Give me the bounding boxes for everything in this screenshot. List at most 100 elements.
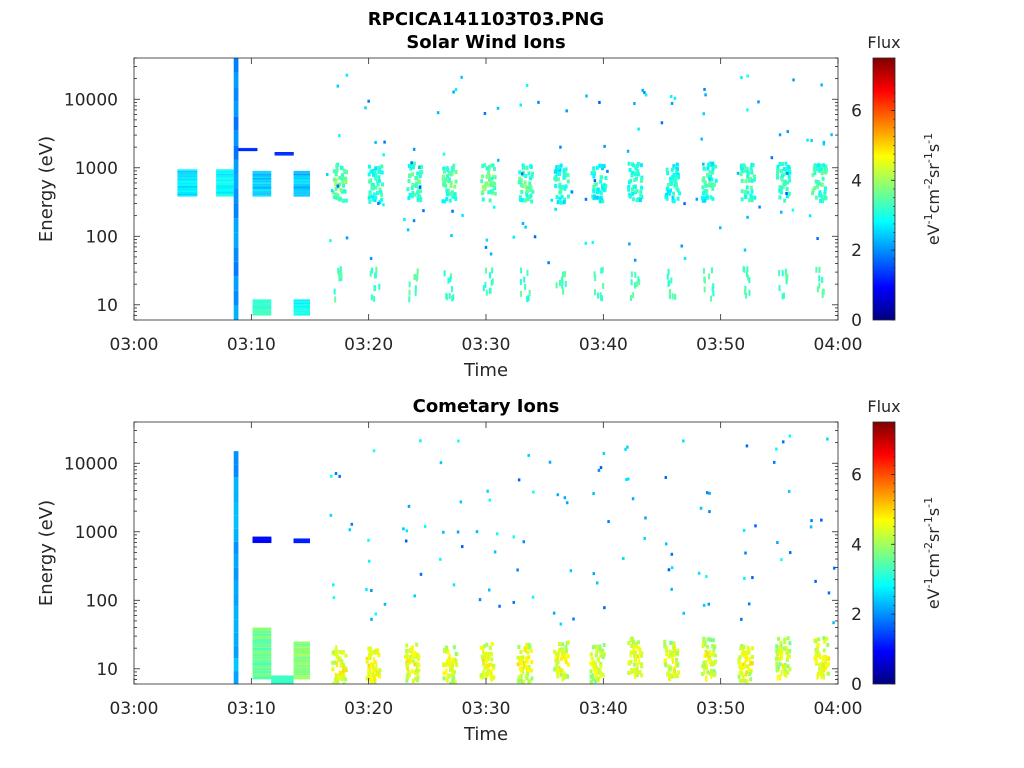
heatmap-cell (775, 644, 779, 649)
heatmap-cell (339, 188, 343, 193)
heatmap-cell (598, 657, 601, 664)
heatmap-cell (782, 182, 786, 187)
heatmap-cell (373, 197, 377, 202)
heatmap-cell (818, 652, 822, 657)
heatmap-cell (252, 676, 272, 680)
heatmap-cell (711, 660, 714, 667)
heatmap-cell (408, 658, 411, 665)
heatmap-cell (785, 648, 788, 655)
heatmap-cell (740, 178, 744, 183)
heatmap-cell (526, 672, 530, 677)
heatmap-cell (405, 675, 409, 680)
heatmap-cell (293, 305, 310, 307)
heatmap-cell (672, 670, 675, 677)
heatmap-cell (446, 675, 449, 682)
heatmap-cell (368, 192, 372, 197)
heatmap-cell (643, 536, 646, 540)
heatmap-cell (252, 627, 272, 631)
heatmap-cell (252, 170, 272, 173)
heatmap-cell (454, 651, 458, 656)
heatmap-cell (525, 193, 529, 198)
heatmap-cell (332, 583, 335, 587)
heatmap-cell (787, 648, 791, 653)
heatmap-cell (668, 293, 671, 300)
heatmap-cell (816, 167, 820, 172)
heatmap-cell (668, 289, 671, 296)
heatmap-cell (596, 292, 599, 299)
heatmap-cell (452, 583, 456, 587)
heatmap-cell (561, 282, 564, 289)
heatmap-cell (252, 667, 272, 671)
heatmap-cell (522, 170, 526, 175)
heatmap-cell (341, 180, 345, 185)
heatmap-cell (599, 175, 603, 180)
heatmap-cell (638, 650, 642, 655)
heatmap-cell (336, 661, 339, 668)
heatmap-cell (745, 656, 748, 663)
colorbar-tick-label: 2 (851, 241, 862, 261)
heatmap-cell (743, 678, 747, 683)
heatmap-cell (604, 183, 608, 188)
heatmap-cell (811, 191, 815, 196)
heatmap-cell (818, 193, 822, 198)
heatmap-cell (177, 182, 198, 185)
heatmap-cell (820, 182, 824, 187)
heatmap-cell (459, 500, 463, 504)
heatmap-cell (710, 672, 713, 679)
heatmap-cell (593, 667, 597, 672)
heatmap-cell (481, 675, 485, 680)
heatmap-cell (825, 636, 829, 641)
heatmap-cell (378, 168, 382, 173)
heatmap-cell (293, 170, 310, 173)
heatmap-cell (293, 308, 310, 310)
heatmap-cell (748, 648, 751, 655)
heatmap-cell (594, 182, 598, 187)
heatmap-cell (699, 506, 703, 510)
heatmap-cell (524, 198, 528, 203)
heatmap-cell (233, 489, 239, 503)
heatmap-cell (338, 175, 342, 180)
heatmap-cell (331, 660, 335, 665)
heatmap-cell (493, 550, 497, 554)
heatmap-cell (335, 196, 339, 201)
heatmap-cell (625, 478, 628, 482)
heatmap-cell (523, 276, 526, 283)
heatmap-cell (524, 225, 527, 229)
heatmap-cell (826, 657, 830, 662)
heatmap-cell (367, 538, 370, 542)
heatmap-cell (705, 650, 708, 657)
heatmap-cell (749, 169, 753, 174)
heatmap-cell (561, 642, 565, 647)
heatmap-cell (822, 673, 825, 680)
heatmap-cell (782, 663, 785, 670)
heatmap-cell (746, 108, 749, 112)
heatmap-cell (342, 183, 346, 188)
heatmap-cell (701, 185, 705, 190)
heatmap-cell (216, 185, 234, 188)
heatmap-cell (441, 199, 445, 204)
heatmap-cell (823, 189, 827, 194)
heatmap-cell (815, 647, 819, 652)
heatmap-cell (627, 192, 631, 197)
heatmap-cell (414, 650, 417, 657)
heatmap-cell (377, 648, 380, 655)
heatmap-cell (408, 649, 412, 654)
heatmap-cell (674, 293, 677, 300)
heatmap-cell (271, 675, 294, 677)
heatmap-cell (636, 169, 640, 174)
heatmap-cell (555, 282, 558, 289)
heatmap-cell (452, 657, 455, 664)
heatmap-cell (627, 187, 631, 192)
heatmap-cell (779, 674, 782, 681)
heatmap-cell (370, 185, 374, 190)
heatmap-cell (495, 532, 499, 536)
heatmap-cell (528, 181, 532, 186)
heatmap-cell (252, 195, 272, 197)
heatmap-cell (559, 163, 563, 168)
heatmap-cell (602, 643, 606, 648)
heatmap-cell (624, 447, 627, 451)
heatmap-cell (711, 643, 715, 648)
heatmap-cell (824, 195, 828, 200)
heatmap-cell (233, 606, 239, 620)
heatmap-cell (775, 649, 779, 654)
